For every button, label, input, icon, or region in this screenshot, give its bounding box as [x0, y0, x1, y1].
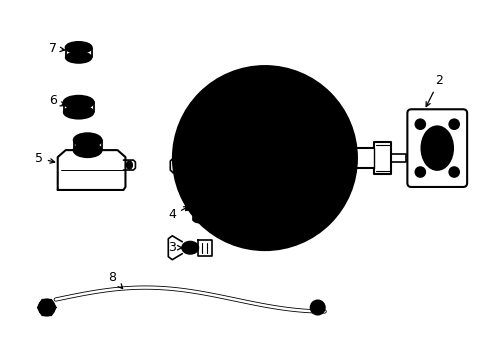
Text: 7: 7: [49, 42, 64, 55]
Ellipse shape: [182, 242, 198, 254]
FancyBboxPatch shape: [407, 109, 466, 187]
Circle shape: [191, 84, 338, 232]
Circle shape: [414, 167, 425, 177]
Ellipse shape: [209, 217, 223, 223]
Circle shape: [448, 119, 458, 129]
Ellipse shape: [193, 206, 207, 214]
Ellipse shape: [65, 52, 91, 63]
Text: 2: 2: [426, 74, 442, 107]
Circle shape: [181, 75, 348, 242]
Circle shape: [42, 303, 51, 311]
Text: 6: 6: [49, 94, 65, 107]
Circle shape: [267, 156, 281, 170]
Text: 4: 4: [168, 207, 188, 221]
Ellipse shape: [185, 244, 195, 252]
Ellipse shape: [63, 96, 93, 109]
Ellipse shape: [221, 185, 230, 201]
Circle shape: [313, 303, 321, 311]
Ellipse shape: [74, 143, 102, 157]
Circle shape: [448, 167, 458, 177]
Text: 5: 5: [35, 152, 55, 165]
Text: 3: 3: [168, 241, 182, 254]
Ellipse shape: [421, 126, 452, 170]
Text: 1: 1: [313, 137, 341, 150]
Circle shape: [39, 300, 55, 315]
Ellipse shape: [193, 217, 207, 223]
Circle shape: [263, 151, 286, 175]
Ellipse shape: [63, 106, 93, 119]
Ellipse shape: [209, 206, 223, 214]
Ellipse shape: [65, 42, 91, 53]
Ellipse shape: [78, 146, 98, 154]
Ellipse shape: [126, 161, 132, 169]
Circle shape: [414, 119, 425, 129]
Ellipse shape: [67, 98, 89, 107]
Ellipse shape: [71, 45, 86, 52]
Text: 8: 8: [108, 271, 122, 288]
Circle shape: [173, 67, 356, 250]
Circle shape: [310, 301, 324, 315]
Ellipse shape: [74, 133, 102, 147]
